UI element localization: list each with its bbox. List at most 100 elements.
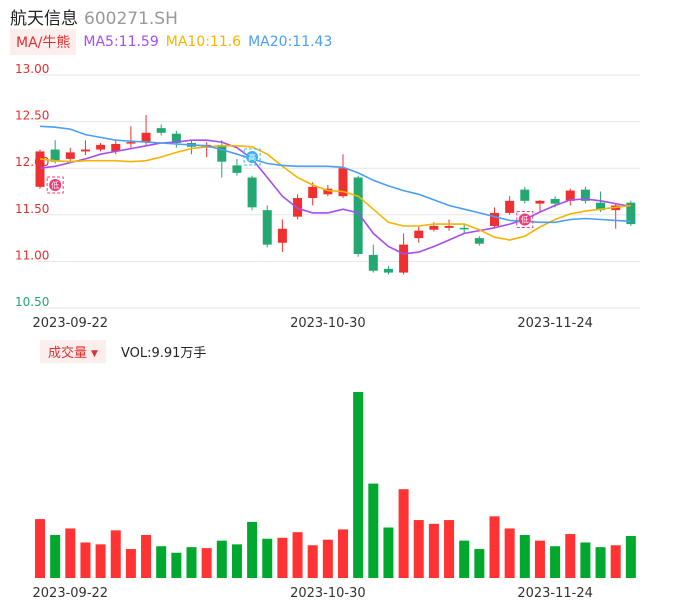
candle-body <box>141 132 151 143</box>
volume-bar <box>216 540 227 578</box>
x-tick-label: 2023-11-24 <box>517 316 593 331</box>
marker-dot <box>518 213 531 226</box>
ma10-label: MA10:11.6 <box>165 34 242 50</box>
volume-bar <box>262 538 273 578</box>
volume-bar <box>201 548 212 578</box>
volume-legend: 成交量 ▼ VOL:9.91万手 <box>40 339 206 363</box>
volume-bar <box>186 547 197 578</box>
candle-body <box>474 238 484 244</box>
candle-body <box>429 225 439 230</box>
volume-bar <box>95 544 106 578</box>
volume-bar <box>141 535 152 578</box>
candle-body <box>217 144 227 162</box>
ma-indicator-button[interactable]: MA/牛熊 <box>10 29 77 55</box>
candle-body <box>550 198 560 204</box>
candle-body <box>626 202 636 225</box>
ma5-label: MA5:11.59 <box>83 34 159 50</box>
marker-dot <box>49 178 62 191</box>
volume-bar <box>80 542 91 578</box>
candle-body <box>596 202 606 211</box>
ma20-line <box>39 125 631 224</box>
candle-body <box>96 144 106 150</box>
volume-bar <box>489 516 500 578</box>
volume-bar <box>35 519 45 578</box>
volume-bar <box>534 540 545 578</box>
volume-bar <box>292 532 303 578</box>
x-tick-label: 2023-09-22 <box>33 316 109 331</box>
stock-code: 600271.SH <box>84 9 178 29</box>
volume-bar <box>65 528 76 578</box>
volume-bar <box>50 535 61 578</box>
y-tick-label: 11.50 <box>15 202 49 216</box>
volume-bar <box>398 489 409 578</box>
candle-body <box>323 188 333 195</box>
volume-bar <box>444 520 455 578</box>
stock-title: 航天信息 600271.SH <box>10 4 178 29</box>
candle-body <box>459 227 469 230</box>
volume-bar <box>519 535 530 578</box>
stock-name: 航天信息 <box>10 9 78 29</box>
candle-body <box>580 189 590 201</box>
ma-legend: MA/牛熊 MA5:11.59 MA10:11.6 MA20:11.43 <box>10 29 333 55</box>
volume-indicator-dropdown[interactable]: 成交量 ▼ <box>40 339 106 363</box>
volume-bar <box>125 549 136 578</box>
marker-label: 低 <box>51 180 59 190</box>
volume-bar <box>428 523 439 578</box>
x-tick-label: 2023-11-24 <box>517 586 593 601</box>
marker-frame <box>46 176 64 194</box>
candle-body <box>520 189 530 201</box>
candle-body <box>368 254 378 271</box>
volume-bar <box>580 542 591 578</box>
volume-bar <box>307 545 318 578</box>
y-tick-label: 10.50 <box>15 295 49 309</box>
ma20-label: MA20:11.43 <box>248 34 333 50</box>
volume-bar <box>110 530 121 578</box>
candle-body <box>505 200 515 213</box>
candle-body <box>414 230 424 239</box>
y-tick-label: 13.00 <box>15 62 49 76</box>
ma5-line <box>39 139 632 255</box>
candle-body <box>353 177 363 254</box>
candle-body <box>35 151 45 187</box>
marker-frame <box>243 148 261 166</box>
candle-body <box>565 190 575 201</box>
volume-bar <box>474 549 485 578</box>
volume-bar <box>156 546 167 578</box>
volume-bar <box>413 520 424 578</box>
candle-body <box>277 228 287 243</box>
volume-bar <box>338 529 348 578</box>
candle-body <box>308 186 318 199</box>
volume-bar <box>247 521 258 578</box>
candle-body <box>262 210 272 245</box>
candle-body <box>171 133 181 144</box>
candle-body <box>156 128 166 133</box>
volume-bar <box>504 528 515 578</box>
x-tick-label: 2023-09-22 <box>33 586 109 601</box>
candle-body <box>232 165 242 173</box>
candle-body <box>65 152 75 159</box>
x-tick-label: 2023-10-30 <box>290 316 366 331</box>
candle-body <box>247 177 257 208</box>
volume-bar <box>231 544 242 578</box>
caret-down-icon: ▼ <box>91 348 98 359</box>
candle-body <box>126 142 136 144</box>
candle-body <box>535 200 545 204</box>
volume-bar <box>368 483 379 578</box>
candle-body <box>444 225 454 228</box>
volume-bar <box>610 545 621 578</box>
volume-bar <box>277 537 288 578</box>
volume-bar <box>550 546 561 578</box>
volume-bar <box>595 547 606 578</box>
candle-body <box>50 149 60 162</box>
volume-bar <box>459 540 470 578</box>
volume-bar <box>322 539 333 578</box>
volume-bar <box>171 552 182 578</box>
volume-bar <box>383 527 394 578</box>
volume-bar <box>565 534 576 578</box>
volume-bar <box>625 535 636 578</box>
volume-bar <box>353 392 364 578</box>
ma10-line <box>39 145 631 241</box>
candle-body <box>111 143 121 152</box>
candle-body <box>490 212 499 226</box>
